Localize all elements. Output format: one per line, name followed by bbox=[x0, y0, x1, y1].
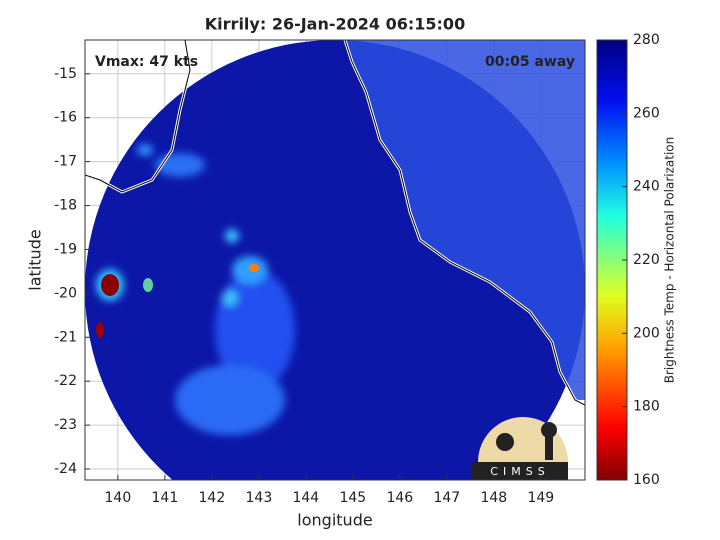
y-tick-label: -18 bbox=[54, 198, 77, 214]
y-tick-label: -23 bbox=[54, 417, 77, 433]
colorbar-tick-label: 220 bbox=[633, 252, 660, 268]
colorbar-label: Brightness Temp - Horizontal Polarizatio… bbox=[663, 137, 677, 384]
x-tick-label: 145 bbox=[339, 490, 366, 506]
x-tick-label: 148 bbox=[480, 490, 507, 506]
y-tick-label: -24 bbox=[54, 461, 77, 477]
logo-text: CIMSS bbox=[490, 465, 549, 478]
y-axis-label: latitude bbox=[26, 229, 45, 290]
x-tick-label: 146 bbox=[386, 490, 413, 506]
colorbar-tick-label: 280 bbox=[633, 32, 660, 48]
x-tick-label: 141 bbox=[152, 490, 179, 506]
y-tick-label: -22 bbox=[54, 373, 77, 389]
x-axis-label: longitude bbox=[297, 511, 372, 530]
x-tick-label: 140 bbox=[105, 490, 132, 506]
colorbar-tick-label: 240 bbox=[633, 179, 660, 195]
x-tick-label: 144 bbox=[292, 490, 319, 506]
y-tick-label: -16 bbox=[54, 110, 77, 126]
annotation: Vmax: 47 kts bbox=[95, 54, 198, 70]
x-tick-label: 142 bbox=[199, 490, 226, 506]
imagery bbox=[85, 40, 585, 480]
x-tick-label: 149 bbox=[527, 490, 554, 506]
y-tick-label: -19 bbox=[54, 241, 77, 257]
annotation: 00:05 away bbox=[485, 54, 575, 70]
y-tick-label: -17 bbox=[54, 154, 77, 170]
y-tick-label: -20 bbox=[54, 285, 77, 301]
plot-frame bbox=[84, 39, 586, 481]
logo: CIMSS bbox=[472, 417, 568, 480]
colorbar-tick-label: 200 bbox=[633, 325, 660, 341]
chart-title: Kirrily: 26-Jan-2024 06:15:00 bbox=[205, 15, 465, 34]
y-tick-label: -21 bbox=[54, 329, 77, 345]
colorbar-tick-label: 160 bbox=[633, 472, 660, 488]
x-tick-label: 143 bbox=[246, 490, 273, 506]
x-tick-label: 147 bbox=[433, 490, 460, 506]
colorbar-tick-label: 180 bbox=[633, 399, 660, 415]
colorbar-tick-label: 260 bbox=[633, 105, 660, 121]
y-tick-label: -15 bbox=[54, 66, 77, 82]
